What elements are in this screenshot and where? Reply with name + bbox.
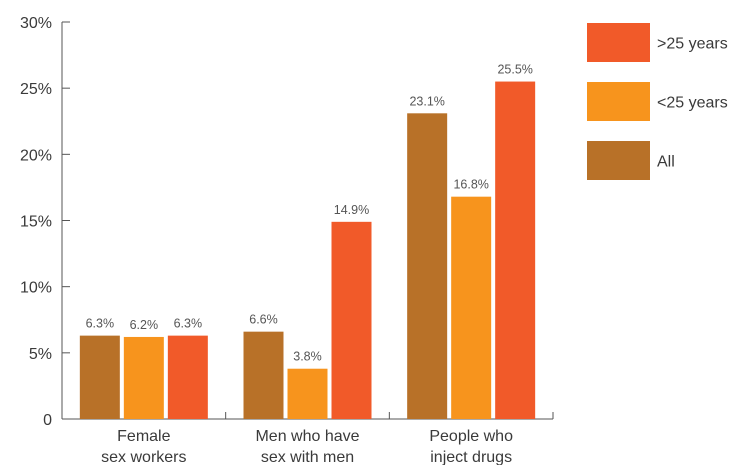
y-tick-label: 15%	[20, 214, 52, 231]
data-label: 23.1%	[409, 94, 444, 108]
data-label: 25.5%	[497, 63, 532, 77]
bar	[451, 196, 492, 419]
bar	[407, 113, 448, 419]
category-labels: Female sex workers Men who have sex with me…	[101, 428, 513, 465]
axes: 0 5% 10% 15% 20% 25% 30%	[20, 15, 554, 429]
x-tick-label: inject drugs	[430, 449, 512, 465]
bar	[79, 335, 120, 419]
bars	[79, 81, 536, 420]
legend-swatch	[587, 23, 650, 62]
x-tick-label: People who	[429, 428, 513, 445]
x-tick-label: Female	[117, 428, 170, 445]
y-tick-label: 30%	[20, 15, 52, 32]
legend-swatch	[587, 82, 650, 121]
bar	[331, 221, 372, 419]
y-tick-label: 5%	[29, 346, 52, 363]
data-label: 6.2%	[130, 318, 159, 332]
data-label: 14.9%	[334, 203, 369, 217]
legend: >25 years <25 years All	[587, 23, 728, 180]
bar	[243, 331, 284, 419]
bar	[167, 335, 208, 419]
bar	[287, 368, 328, 419]
bar	[123, 336, 164, 419]
legend-swatch	[587, 141, 650, 180]
bar	[495, 81, 536, 420]
y-tick-label: 20%	[20, 147, 52, 164]
data-label: 16.8%	[453, 178, 488, 192]
data-label: 6.3%	[174, 317, 203, 331]
data-label: 6.3%	[86, 317, 115, 331]
legend-label: <25 years	[657, 95, 728, 112]
legend-label: >25 years	[657, 36, 728, 53]
y-tick-label: 0	[43, 412, 52, 429]
x-tick-label: Men who have	[255, 428, 359, 445]
y-tick-label: 25%	[20, 81, 52, 98]
y-tick-label: 10%	[20, 280, 52, 297]
data-label: 3.8%	[293, 350, 322, 364]
x-tick-label: sex workers	[101, 449, 186, 465]
value-labels: 6.3% 6.2% 6.3% 6.6% 3.8% 14.9% 23.1% 16.8% 25.5%	[86, 63, 533, 364]
data-label: 6.6%	[249, 313, 278, 327]
legend-label: All	[657, 154, 675, 171]
x-tick-label: sex with men	[261, 449, 354, 465]
